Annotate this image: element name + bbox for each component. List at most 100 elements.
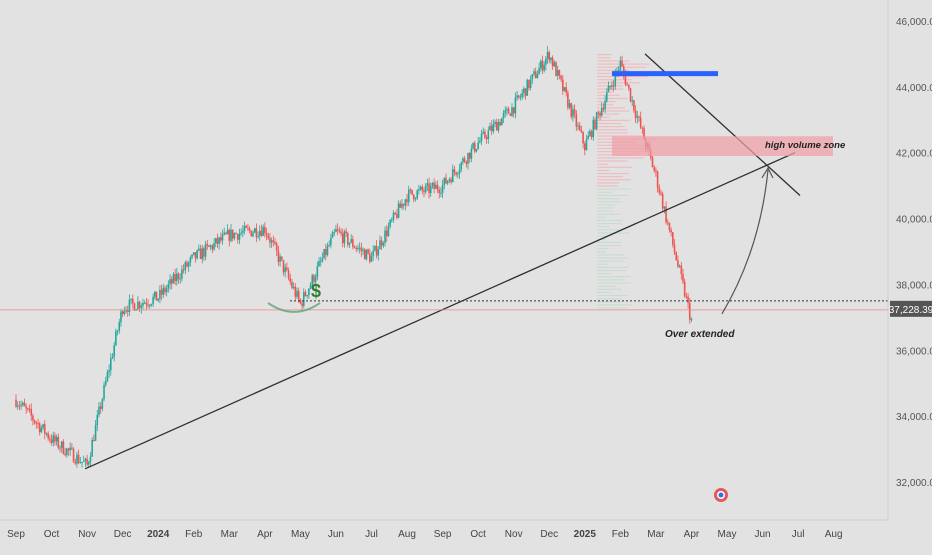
- volume-profile-bar: [597, 57, 611, 59]
- candle-body: [270, 240, 273, 243]
- volume-profile-bar: [597, 294, 628, 297]
- candle-body: [665, 206, 667, 223]
- candle-body: [663, 206, 666, 209]
- candle-body: [313, 275, 315, 282]
- candle-body: [199, 248, 202, 259]
- volume-profile-bar: [597, 169, 610, 172]
- candle-body: [186, 262, 188, 267]
- candle-body: [502, 113, 505, 119]
- candle-body: [81, 461, 83, 463]
- candle-body: [426, 183, 429, 186]
- candle-body: [309, 284, 312, 289]
- candle-body: [65, 448, 68, 456]
- candle-body: [352, 239, 354, 247]
- volume-profile-bar: [597, 282, 631, 284]
- candle-body: [612, 85, 615, 87]
- candle-body: [523, 88, 525, 93]
- candle-body: [606, 92, 608, 101]
- high-volume-zone-box[interactable]: [612, 136, 833, 156]
- candle-body: [539, 60, 542, 69]
- candle-body: [336, 229, 339, 231]
- volume-profile-bar: [597, 219, 624, 222]
- candle-body: [573, 109, 576, 115]
- candle-body: [421, 186, 424, 191]
- candle-body: [451, 169, 454, 183]
- candle-body: [245, 225, 248, 228]
- candle-body: [457, 173, 459, 175]
- candle-body: [638, 116, 640, 118]
- x-tick-label: Nov: [505, 529, 523, 540]
- current-price-tag: [890, 300, 932, 317]
- volume-profile-bar: [597, 273, 612, 275]
- candle-body: [96, 415, 99, 426]
- candle-body: [460, 162, 463, 170]
- candle-body: [548, 51, 551, 61]
- x-tick-label: Apr: [257, 529, 273, 540]
- candle-body: [611, 85, 613, 88]
- candle-body: [275, 243, 278, 251]
- candle-body: [206, 244, 209, 246]
- candle-body: [516, 95, 518, 98]
- candle-body: [350, 239, 352, 243]
- volume-profile-bar: [597, 79, 632, 81]
- candle-body: [223, 232, 226, 235]
- volume-profile-bar: [597, 213, 621, 215]
- candle-body: [556, 70, 559, 77]
- candle-body: [294, 286, 297, 297]
- x-tick-label: Nov: [78, 529, 96, 540]
- candle-body: [27, 408, 29, 410]
- candle-body: [47, 433, 49, 439]
- candle-body: [479, 140, 481, 143]
- candle-body: [79, 462, 82, 464]
- falling-trendline[interactable]: [644, 53, 801, 196]
- candle-body: [225, 232, 227, 235]
- x-tick-label: Apr: [684, 529, 700, 540]
- candle-body: [363, 249, 366, 260]
- candle-body: [30, 408, 33, 416]
- candle-body: [43, 424, 46, 434]
- candle-body: [98, 406, 100, 416]
- candle-body: [458, 169, 461, 174]
- volume-profile-bar: [597, 119, 630, 121]
- candle-body: [292, 286, 295, 288]
- candle-body: [490, 125, 493, 132]
- candle-body: [23, 402, 26, 407]
- volume-profile-bar: [597, 100, 616, 103]
- candle-body: [255, 228, 258, 237]
- candle-body: [103, 384, 105, 400]
- projection-arrow: [721, 169, 769, 315]
- volume-profile-bar: [597, 176, 624, 178]
- candle-body: [441, 184, 444, 193]
- x-tick-label: Aug: [825, 529, 843, 540]
- x-tick-label: Jun: [328, 529, 344, 540]
- candle-body: [252, 232, 254, 237]
- candle-body: [155, 291, 158, 301]
- candle-body: [507, 108, 510, 114]
- candle-body: [484, 131, 486, 138]
- candle-body: [125, 310, 127, 312]
- candle-body: [209, 245, 212, 247]
- candle-body: [551, 57, 554, 67]
- candle-body: [16, 405, 19, 407]
- candle-body: [380, 240, 383, 246]
- rising-trendline[interactable]: [84, 152, 796, 470]
- volume-profile-bar: [597, 185, 618, 187]
- candle-body: [394, 212, 396, 215]
- candle-body: [433, 182, 435, 189]
- candle-body: [345, 231, 347, 234]
- candle-body: [529, 79, 532, 88]
- candle-body: [269, 238, 271, 243]
- candle-body: [243, 225, 246, 231]
- candle-body: [159, 289, 161, 299]
- candle-body: [585, 139, 588, 151]
- candle-body: [240, 232, 242, 234]
- candle-body: [126, 310, 129, 312]
- candle-body: [154, 291, 156, 297]
- candle-body: [467, 152, 469, 164]
- candle-body: [118, 322, 121, 331]
- candle-body: [324, 249, 327, 256]
- candle-body: [192, 252, 195, 255]
- candle-body: [59, 447, 61, 449]
